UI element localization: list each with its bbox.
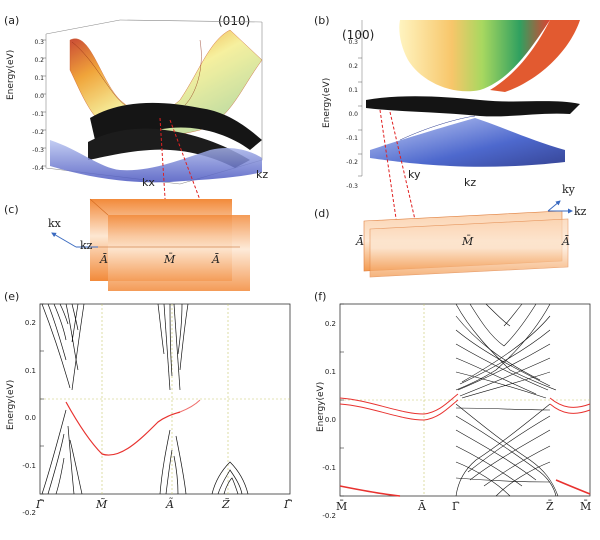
panel-e-ytick-0: 0.2 bbox=[24, 319, 36, 327]
panel-b-tick-5: -0.2 bbox=[346, 159, 358, 166]
panel-e-plot bbox=[39, 303, 291, 495]
panel-f-xtick-4: M̄ bbox=[580, 500, 592, 513]
panel-b-surface bbox=[358, 20, 580, 177]
panel-f-ytick-4: -0.2 bbox=[322, 512, 336, 520]
panel-a-zlabel: kz bbox=[256, 168, 269, 181]
panel-e-ytick-4: -0.2 bbox=[22, 509, 36, 517]
panel-e-xtick-1: M̃ bbox=[96, 498, 108, 511]
panel-b-xlabel: ky bbox=[408, 168, 421, 181]
panel-f-plot bbox=[339, 303, 591, 497]
panel-c-point-3: Ā bbox=[212, 253, 220, 266]
panel-b: (b) (100) Energy(eV) bbox=[300, 0, 600, 190]
panel-b-label: (b) bbox=[314, 14, 330, 27]
panel-f-xtick-3: Z̄ bbox=[546, 500, 554, 513]
panel-a-xlabel: kx bbox=[142, 176, 155, 189]
panel-a-tick-6: -0.3 bbox=[32, 147, 44, 154]
panel-c-axis1: kx bbox=[48, 217, 61, 230]
panel-d-point-1: Ā bbox=[356, 235, 364, 248]
panel-a-tick-5: -0.2 bbox=[32, 129, 44, 136]
panel-f-xtick-0: M̄ bbox=[336, 500, 348, 513]
panel-a-plane: (010) bbox=[218, 14, 251, 28]
panel-e-ytick-2: 0.0 bbox=[24, 414, 36, 422]
panel-d-point-2: M̄ bbox=[462, 235, 474, 248]
panel-f-label: (f) bbox=[314, 290, 327, 303]
panel-a-tick-2: 0.1 bbox=[34, 75, 44, 82]
panel-d: (d) ky kz Ā M̄ Ā bbox=[300, 183, 600, 295]
panel-c-slab bbox=[51, 198, 250, 291]
panel-a-label: (a) bbox=[4, 14, 20, 27]
panel-b-tick-6: -0.3 bbox=[346, 183, 358, 190]
panel-d-axis1: ky bbox=[562, 183, 575, 196]
panel-c-label: (c) bbox=[4, 203, 19, 216]
panel-b-tick-4: -0.1 bbox=[346, 135, 358, 142]
panel-e: (e) Energy(eV) bbox=[0, 290, 300, 518]
panel-e-label: (e) bbox=[4, 290, 20, 303]
panel-a-tick-7: -0.4 bbox=[32, 165, 44, 172]
panel-f-xtick-2: Γ̄ bbox=[452, 500, 460, 513]
panel-c-axis2: kz bbox=[80, 239, 93, 252]
panel-a-tick-3: 0.0 bbox=[34, 93, 44, 100]
panel-f-ytick-1: 0.1 bbox=[324, 368, 336, 376]
panel-f-ytick-3: -0.1 bbox=[322, 464, 336, 472]
panel-f-ytick-0: 0.2 bbox=[324, 320, 336, 328]
panel-c: (c) kx kz Ā M̄ Ā bbox=[0, 195, 300, 295]
panel-b-tick-1: 0.2 bbox=[348, 63, 358, 70]
panel-d-point-3: Ā bbox=[562, 235, 570, 248]
panel-e-xtick-4: Γ̃ bbox=[284, 498, 292, 511]
panel-c-point-1: Ā bbox=[100, 253, 108, 266]
panel-a: (a) (010) Energy(eV) bbox=[0, 0, 300, 190]
panel-b-zlabel: kz bbox=[464, 176, 477, 189]
panel-a-surface bbox=[42, 19, 263, 185]
panel-b-tick-2: 0.1 bbox=[348, 87, 358, 94]
panel-d-slab bbox=[363, 200, 573, 278]
panel-e-xtick-2: Ã bbox=[166, 498, 174, 511]
panel-f-ytick-2: 0.0 bbox=[324, 416, 336, 424]
panel-e-xtick-3: Z̃ bbox=[222, 498, 230, 511]
panel-f-xtick-1: Ā bbox=[418, 500, 426, 513]
panel-a-tick-0: 0.3 bbox=[34, 39, 44, 46]
panel-a-tick-4: -0.1 bbox=[32, 111, 44, 118]
panel-b-tick-0: 0.3 bbox=[348, 39, 358, 46]
panel-c-point-2: M̄ bbox=[164, 253, 176, 266]
panel-f: (f) Energy(eV) bbox=[300, 290, 600, 520]
panel-e-ytick-1: 0.1 bbox=[24, 366, 36, 375]
panel-b-tick-3: 0.0 bbox=[348, 111, 358, 118]
panel-a-tick-1: 0.2 bbox=[34, 57, 44, 64]
panel-e-xtick-0: Γ̃ bbox=[36, 498, 44, 511]
panel-b-plane: (100) bbox=[342, 28, 375, 42]
panel-d-label: (d) bbox=[314, 207, 330, 220]
panel-d-axis2: kz bbox=[574, 205, 587, 218]
panel-e-ytick-3: -0.1 bbox=[22, 461, 36, 470]
